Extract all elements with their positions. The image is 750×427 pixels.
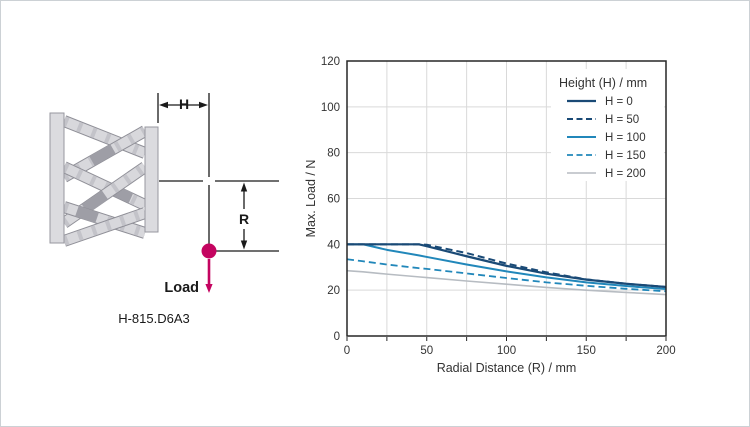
series-line-h0 (347, 243, 667, 289)
legend-label: H = 50 (605, 114, 639, 126)
dimension-lines (157, 93, 279, 252)
r-arrowhead-down (240, 240, 248, 250)
hexapod-struts (60, 115, 149, 247)
h-arrowhead-right (199, 101, 208, 109)
r-arrowhead-up (240, 182, 248, 192)
load-label: Load (164, 280, 199, 296)
y-axis-title: Max. Load / N (304, 160, 318, 238)
legend-title: Height (H) / mm (559, 76, 647, 90)
load-arrowhead (205, 284, 213, 293)
chart-axes: 0 50 100 150 200 0 20 40 60 80 100 120 Radial Distan… (304, 56, 676, 375)
strut (62, 201, 147, 239)
chart-frame (346, 60, 667, 337)
chart-legend: Height (H) / mm H = 0 H = 50 H = 100 H = 150… (551, 69, 664, 181)
y-tick-label: 20 (327, 285, 340, 297)
y-tick-label: 0 (334, 331, 340, 343)
hexapod-diagram: H R Load H-815.D6A3 (49, 93, 279, 326)
y-tick-label: 60 (327, 194, 340, 206)
platform-plate (144, 126, 159, 233)
x-axis-title: Radial Distance (R) / mm (437, 361, 577, 375)
x-tick-label: 50 (420, 345, 433, 357)
load-point (201, 243, 217, 259)
plot-border (346, 60, 667, 337)
series-line-h150 (346, 258, 667, 293)
chart-series (346, 243, 667, 296)
x-tick-label: 100 (497, 345, 516, 357)
legend-label: H = 150 (605, 150, 646, 162)
legend-label: H = 100 (605, 132, 646, 144)
base-plate (49, 112, 65, 244)
strut (62, 207, 147, 247)
series-line-h200 (346, 269, 667, 296)
load-chart: Height (H) / mm H = 0 H = 50 H = 100 H = 150… (304, 56, 676, 375)
x-tick-label: 0 (344, 345, 350, 357)
legend-background (551, 69, 664, 181)
y-tick-label: 120 (321, 56, 340, 68)
h-arrowhead-left (159, 101, 168, 109)
dimension-arrowheads (159, 101, 248, 250)
y-tick-label: 100 (321, 102, 340, 114)
legend-label: H = 200 (605, 168, 646, 180)
dim-r-label: R (239, 211, 249, 227)
y-tick-label: 40 (327, 239, 340, 251)
dim-h-label: H (179, 96, 189, 112)
x-tick-label: 150 (577, 345, 596, 357)
model-label: H-815.D6A3 (118, 311, 190, 326)
strut (61, 115, 148, 159)
x-tick-label: 200 (656, 345, 675, 357)
legend-label: H = 0 (605, 96, 633, 108)
series-line-h100 (347, 243, 667, 291)
y-tick-label: 80 (327, 148, 340, 160)
